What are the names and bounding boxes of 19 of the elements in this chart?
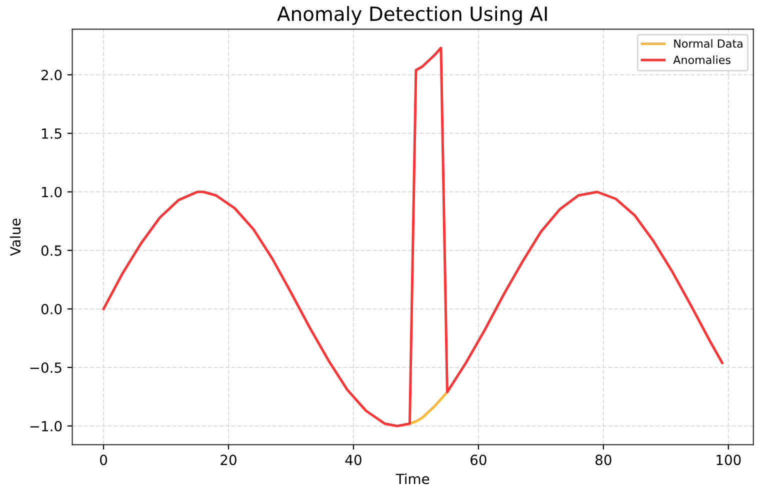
x-tick-label: 60 [470, 454, 486, 466]
y-tick-label: 1.0 [42, 186, 62, 198]
y-tick-label: 0.5 [41, 245, 62, 256]
x-tick-label: 20 [220, 454, 236, 466]
y-tick-label: 1.5 [42, 128, 62, 139]
y-tick-label: −1.0 [30, 420, 62, 432]
x-tick-label: 40 [345, 454, 362, 466]
x-axis-title: Time [396, 473, 430, 484]
y-tick-label: −0.5 [30, 362, 62, 373]
x-tick-label: 80 [596, 454, 612, 466]
y-tick-label: 2.0 [42, 70, 62, 80]
y-axis-title: Value [10, 218, 21, 256]
x-tick-label: 0 [100, 454, 108, 466]
line-series [408, 390, 448, 425]
y-tick-label: 0.0 [41, 304, 62, 314]
legend-label: Anomalies [673, 55, 730, 64]
chart-title: Anomaly Detection Using AI [277, 6, 547, 25]
legend-label: Normal Data [674, 39, 742, 48]
x-tick-label: 100 [716, 454, 741, 466]
